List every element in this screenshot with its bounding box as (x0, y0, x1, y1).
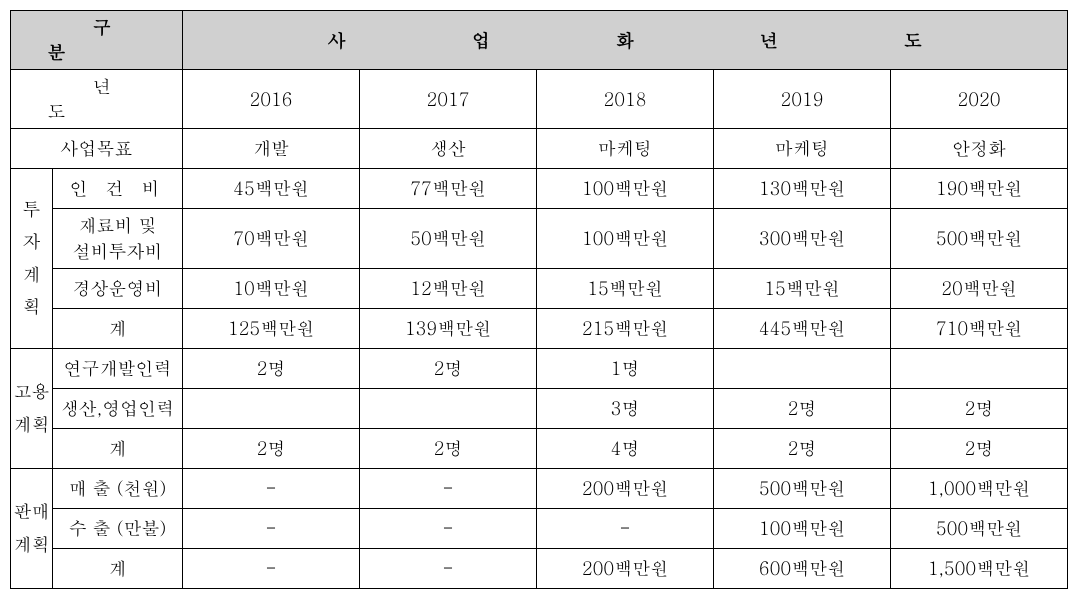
data-cell: 2명 (360, 429, 537, 469)
data-cell (714, 349, 891, 389)
data-cell: 15백만원 (537, 269, 714, 309)
data-cell: 20백만원 (891, 269, 1068, 309)
data-cell: 2명 (360, 349, 537, 389)
row-label: 경상운영비 (53, 269, 183, 309)
goal-cell: 생산 (360, 129, 537, 169)
data-cell: 50백만원 (360, 209, 537, 269)
employment-row-rnd: 고용 계획 연구개발인력 2명 2명 1명 (11, 349, 1068, 389)
goal-cell: 마케팅 (714, 129, 891, 169)
data-cell: 600백만원 (714, 549, 891, 589)
data-cell: 2명 (714, 429, 891, 469)
investment-row-labor: 투 자 계 획 인 건 비 45백만원 77백만원 100백만원 130백만원 … (11, 169, 1068, 209)
division-header: 구 분 (11, 11, 183, 70)
data-cell: 500백만원 (891, 209, 1068, 269)
data-cell: 3명 (537, 389, 714, 429)
data-cell: 710백만원 (891, 309, 1068, 349)
data-cell: 1,500백만원 (891, 549, 1068, 589)
data-cell: - (537, 509, 714, 549)
goal-cell: 개발 (183, 129, 360, 169)
data-cell: - (360, 549, 537, 589)
division-header-text: 구 분 (13, 15, 191, 65)
row-label: 재료비 및 설비투자비 (53, 209, 183, 269)
data-cell: - (360, 509, 537, 549)
data-cell: 500백만원 (891, 509, 1068, 549)
data-cell: 445백만원 (714, 309, 891, 349)
year-label-cell: 년 도 (11, 70, 183, 129)
goal-row: 사업목표 개발 생산 마케팅 마케팅 안정화 (11, 129, 1068, 169)
investment-row-operating: 경상운영비 10백만원 12백만원 15백만원 15백만원 20백만원 (11, 269, 1068, 309)
data-cell: - (183, 469, 360, 509)
sales-row-export: 수 출 (만불) - - - 100백만원 500백만원 (11, 509, 1068, 549)
data-cell (891, 349, 1068, 389)
data-cell: 200백만원 (537, 549, 714, 589)
data-cell: - (183, 549, 360, 589)
goal-label-cell: 사업목표 (11, 129, 183, 169)
data-cell: 77백만원 (360, 169, 537, 209)
data-cell (360, 389, 537, 429)
data-cell: 100백만원 (537, 169, 714, 209)
investment-row-total: 계 125백만원 139백만원 215백만원 445백만원 710백만원 (11, 309, 1068, 349)
investment-row-materials: 재료비 및 설비투자비 70백만원 50백만원 100백만원 300백만원 50… (11, 209, 1068, 269)
row-label: 연구개발인력 (53, 349, 183, 389)
data-cell: 2명 (183, 349, 360, 389)
year-cell: 2017 (360, 70, 537, 129)
goal-cell: 마케팅 (537, 129, 714, 169)
employment-section-label: 고용 계획 (11, 349, 53, 469)
data-cell: 2명 (891, 429, 1068, 469)
header-row: 구 분 사 업 화 년 도 (11, 11, 1068, 70)
sales-row-revenue: 판매 계획 매 출 (천원) - - 200백만원 500백만원 1,000백만… (11, 469, 1068, 509)
row-label: 인 건 비 (53, 169, 183, 209)
year-cell: 2020 (891, 70, 1068, 129)
data-cell: 125백만원 (183, 309, 360, 349)
data-cell: 15백만원 (714, 269, 891, 309)
data-cell (183, 389, 360, 429)
data-cell: 2명 (183, 429, 360, 469)
data-cell: 130백만원 (714, 169, 891, 209)
sales-section-label: 판매 계획 (11, 469, 53, 589)
investment-section-label: 투 자 계 획 (11, 169, 53, 349)
data-cell: 10백만원 (183, 269, 360, 309)
data-cell: 215백만원 (537, 309, 714, 349)
data-cell: 200백만원 (537, 469, 714, 509)
year-cell: 2016 (183, 70, 360, 129)
row-label: 생산,영업인력 (53, 389, 183, 429)
years-header: 사 업 화 년 도 (183, 11, 1068, 70)
data-cell: 1,000백만원 (891, 469, 1068, 509)
year-cell: 2018 (537, 70, 714, 129)
row-label: 수 출 (만불) (53, 509, 183, 549)
data-cell: 70백만원 (183, 209, 360, 269)
employment-row-sales: 생산,영업인력 3명 2명 2명 (11, 389, 1068, 429)
goal-cell: 안정화 (891, 129, 1068, 169)
data-cell: 2명 (714, 389, 891, 429)
data-cell: 12백만원 (360, 269, 537, 309)
data-cell: 1명 (537, 349, 714, 389)
year-cell: 2019 (714, 70, 891, 129)
data-cell: 500백만원 (714, 469, 891, 509)
data-cell: 4명 (537, 429, 714, 469)
year-row: 년 도 2016 2017 2018 2019 2020 (11, 70, 1068, 129)
row-label: 계 (53, 429, 183, 469)
row-label: 매 출 (천원) (53, 469, 183, 509)
years-header-text: 사 업 화 년 도 (268, 28, 982, 53)
data-cell: 45백만원 (183, 169, 360, 209)
data-cell: 100백만원 (537, 209, 714, 269)
data-cell: 100백만원 (714, 509, 891, 549)
year-label-text: 년 도 (13, 74, 191, 124)
data-cell: - (360, 469, 537, 509)
data-cell: 190백만원 (891, 169, 1068, 209)
data-cell: 300백만원 (714, 209, 891, 269)
business-plan-table: 구 분 사 업 화 년 도 년 도 2016 2017 2018 2019 20… (10, 10, 1068, 589)
data-cell: 2명 (891, 389, 1068, 429)
employment-row-total: 계 2명 2명 4명 2명 2명 (11, 429, 1068, 469)
sales-row-total: 계 - - 200백만원 600백만원 1,500백만원 (11, 549, 1068, 589)
row-label: 계 (53, 309, 183, 349)
data-cell: 139백만원 (360, 309, 537, 349)
row-label: 계 (53, 549, 183, 589)
data-cell: - (183, 509, 360, 549)
